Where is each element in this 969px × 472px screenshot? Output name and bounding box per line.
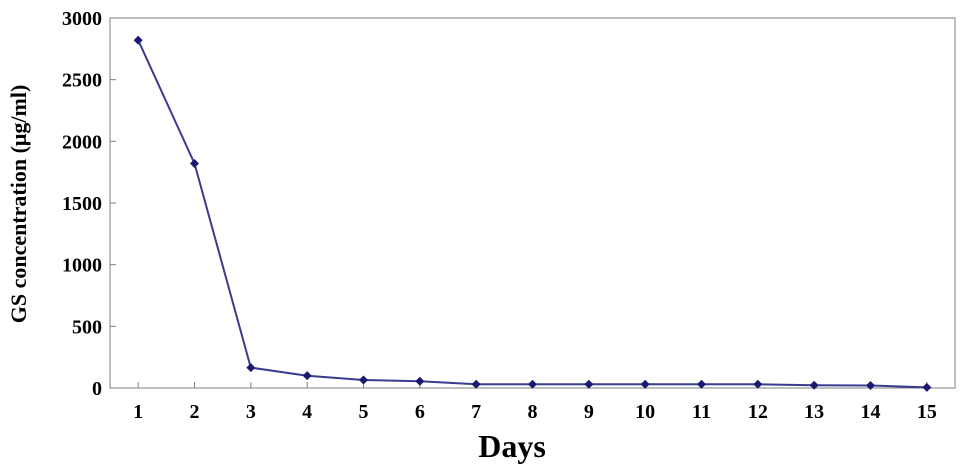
x-tick-label: 9 xyxy=(584,401,594,423)
data-point-marker xyxy=(246,363,256,373)
x-tick-label: 14 xyxy=(861,401,881,423)
x-tick-label: 8 xyxy=(528,401,538,423)
data-point-marker xyxy=(922,382,932,392)
data-point-marker xyxy=(190,159,199,169)
data-point-marker xyxy=(133,35,143,45)
x-tick-label: 13 xyxy=(804,401,824,423)
x-tick-label: 3 xyxy=(246,401,256,423)
y-tick-label: 0 xyxy=(92,378,102,400)
x-tick-label: 10 xyxy=(635,401,655,423)
x-tick-label: 7 xyxy=(471,401,481,423)
x-axis-title: Days xyxy=(478,428,546,464)
data-point-marker xyxy=(415,376,425,386)
x-tick-label: 15 xyxy=(917,401,937,423)
data-point-marker xyxy=(584,379,594,389)
y-tick-label: 2500 xyxy=(62,70,102,92)
data-point-marker xyxy=(697,379,706,389)
y-axis-title: GS concentration (μg/ml) xyxy=(6,85,31,324)
y-tick-label: 3000 xyxy=(62,8,102,30)
data-point-marker xyxy=(753,379,763,389)
data-point-marker xyxy=(640,379,650,389)
x-tick-label: 4 xyxy=(302,401,312,423)
x-tick-label: 5 xyxy=(359,401,369,423)
x-tick-label: 1 xyxy=(133,401,143,423)
data-point-marker xyxy=(302,371,312,381)
data-point-marker xyxy=(359,375,368,385)
x-tick-label: 6 xyxy=(415,401,425,423)
data-point-marker xyxy=(471,379,481,389)
data-markers xyxy=(133,35,932,392)
y-tick-label: 1000 xyxy=(62,255,102,277)
plot-area xyxy=(109,17,956,389)
data-point-marker xyxy=(809,380,819,390)
data-point-marker xyxy=(528,379,537,389)
y-tick-label: 2000 xyxy=(62,131,102,153)
data-point-marker xyxy=(866,381,875,391)
y-axis: 0 500 1000 1500 2000 2500 3000 xyxy=(62,8,116,400)
x-tick-label: 11 xyxy=(692,401,711,423)
y-tick-label: 1500 xyxy=(62,193,102,215)
x-tick-label: 12 xyxy=(748,401,768,423)
x-tick-label: 2 xyxy=(190,401,200,423)
y-tick-label: 500 xyxy=(72,316,102,338)
